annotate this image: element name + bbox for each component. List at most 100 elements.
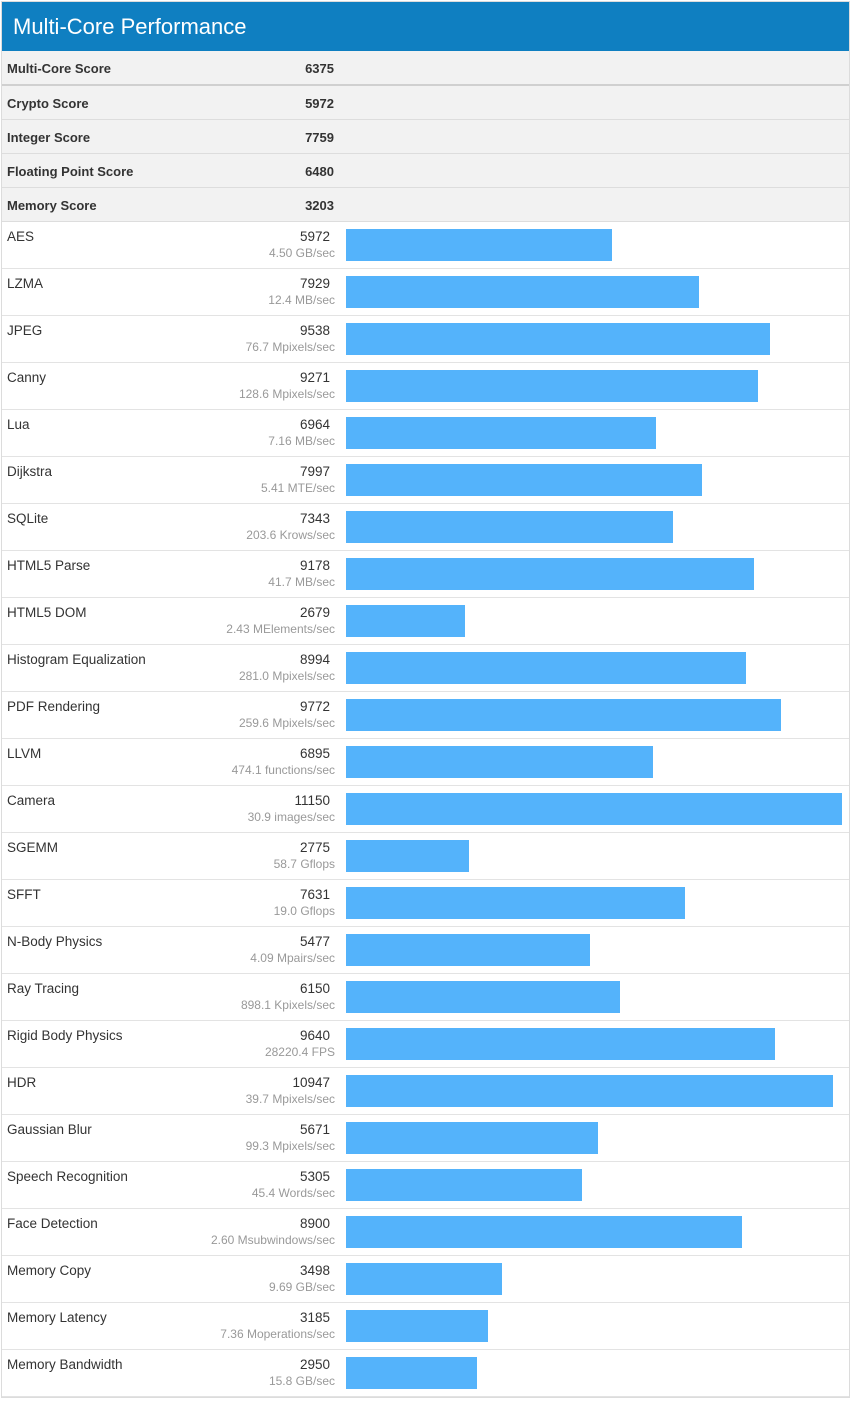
benchmark-rate: 28220.4 FPS: [264, 1045, 335, 1059]
benchmark-rate: 259.6 Mpixels/sec: [238, 716, 335, 730]
benchmark-rate: 39.7 Mpixels/sec: [245, 1092, 335, 1106]
benchmark-score: 10947: [292, 1075, 330, 1090]
summary-row: Integer Score 7759: [2, 120, 849, 154]
benchmark-score: 6964: [299, 417, 330, 432]
benchmark-score: 7343: [299, 511, 330, 526]
benchmark-rate: 4.50 GB/sec: [268, 246, 335, 260]
benchmark-score: 5305: [299, 1169, 330, 1184]
benchmark-name: Dijkstra: [7, 464, 53, 479]
benchmark-score: 5671: [299, 1122, 330, 1137]
benchmark-row: LLVM 6895 474.1 functions/sec: [2, 739, 849, 786]
benchmark-row: Speech Recognition 5305 45.4 Words/sec: [2, 1162, 849, 1209]
benchmark-name: HDR: [7, 1075, 37, 1090]
benchmark-row: Ray Tracing 6150 898.1 Kpixels/sec: [2, 974, 849, 1021]
benchmark-score: 9772: [299, 699, 330, 714]
benchmark-rate: 76.7 Mpixels/sec: [245, 340, 335, 354]
benchmark-score: 6150: [299, 981, 330, 996]
benchmark-row: LZMA 7929 12.4 MB/sec: [2, 269, 849, 316]
benchmark-bar: [346, 511, 673, 543]
benchmark-rate: 4.09 Mpairs/sec: [250, 951, 335, 965]
benchmark-bar: [346, 652, 746, 684]
benchmark-rate: 15.8 GB/sec: [268, 1374, 335, 1388]
benchmark-bar: [346, 981, 620, 1013]
benchmark-name: SFFT: [7, 887, 41, 902]
benchmark-rate: 203.6 Krows/sec: [246, 528, 335, 542]
benchmark-name: HTML5 Parse: [7, 558, 91, 573]
benchmark-name: LLVM: [7, 746, 42, 761]
benchmark-row: PDF Rendering 9772 259.6 Mpixels/sec: [2, 692, 849, 739]
benchmark-rate: 45.4 Words/sec: [251, 1186, 335, 1200]
benchmark-row: HDR 10947 39.7 Mpixels/sec: [2, 1068, 849, 1115]
benchmark-bar: [346, 840, 469, 872]
benchmark-bar: [346, 1122, 598, 1154]
benchmark-bar: [346, 276, 699, 308]
benchmark-name: HTML5 DOM: [7, 605, 87, 620]
benchmark-bar: [346, 1216, 742, 1248]
benchmark-row: SFFT 7631 19.0 Gflops: [2, 880, 849, 927]
benchmark-score: 9538: [299, 323, 330, 338]
summary-value: 5972: [305, 96, 334, 111]
benchmark-rate: 19.0 Gflops: [273, 904, 335, 918]
benchmark-row: Camera 11150 30.9 images/sec: [2, 786, 849, 833]
summary-label: Multi-Core Score: [7, 61, 112, 76]
benchmark-name: PDF Rendering: [7, 699, 101, 714]
benchmark-name: Ray Tracing: [7, 981, 80, 996]
benchmark-name: Lua: [7, 417, 30, 432]
benchmark-rate: 2.60 Msubwindows/sec: [210, 1233, 335, 1247]
benchmark-name: AES: [7, 229, 35, 244]
benchmark-rate: 474.1 functions/sec: [231, 763, 335, 777]
benchmark-score: 3185: [299, 1310, 330, 1325]
benchmark-score: 5477: [299, 934, 330, 949]
benchmark-name: Memory Latency: [7, 1310, 107, 1325]
benchmark-name: Camera: [7, 793, 56, 808]
benchmark-score: 6895: [299, 746, 330, 761]
benchmark-chart: AES 5972 4.50 GB/sec LZMA 7929 12.4 MB/sec JPE…: [2, 222, 849, 1397]
summary-value: 6375: [305, 61, 334, 76]
benchmark-row: SGEMM 2775 58.7 Gflops: [2, 833, 849, 880]
benchmark-score: 8994: [299, 652, 330, 667]
benchmark-name: Gaussian Blur: [7, 1122, 92, 1137]
benchmark-bar: [346, 934, 590, 966]
benchmark-row: SQLite 7343 203.6 Krows/sec: [2, 504, 849, 551]
benchmark-bar: [346, 699, 781, 731]
benchmark-rate: 41.7 MB/sec: [268, 575, 335, 589]
benchmark-score: 7631: [299, 887, 330, 902]
benchmark-bar: [346, 793, 842, 825]
summary-value: 3203: [305, 198, 334, 213]
benchmark-rate: 9.69 GB/sec: [268, 1280, 335, 1294]
benchmark-bar: [346, 417, 656, 449]
benchmark-name: Face Detection: [7, 1216, 98, 1231]
benchmark-bar: [346, 1263, 502, 1295]
benchmark-score: 5972: [299, 229, 330, 244]
benchmark-score: 9640: [299, 1028, 330, 1043]
benchmark-row: AES 5972 4.50 GB/sec: [2, 222, 849, 269]
benchmark-row: Memory Latency 3185 7.36 Moperations/sec: [2, 1303, 849, 1350]
benchmark-row: Rigid Body Physics 9640 28220.4 FPS: [2, 1021, 849, 1068]
benchmark-row: Lua 6964 7.16 MB/sec: [2, 410, 849, 457]
benchmark-row: Dijkstra 7997 5.41 MTE/sec: [2, 457, 849, 504]
benchmark-name: JPEG: [7, 323, 43, 338]
benchmark-name: Memory Bandwidth: [7, 1357, 123, 1372]
benchmark-bar: [346, 746, 653, 778]
benchmark-row: Face Detection 8900 2.60 Msubwindows/sec: [2, 1209, 849, 1256]
benchmark-rate: 58.7 Gflops: [273, 857, 335, 871]
benchmark-bar: [346, 605, 465, 637]
summary-label: Crypto Score: [7, 96, 89, 111]
benchmark-name: Memory Copy: [7, 1263, 92, 1278]
benchmark-rate: 5.41 MTE/sec: [260, 481, 335, 495]
summary-value: 6480: [305, 164, 334, 179]
benchmark-row: JPEG 9538 76.7 Mpixels/sec: [2, 316, 849, 363]
benchmark-score: 2679: [299, 605, 330, 620]
benchmark-score: 7997: [299, 464, 330, 479]
benchmark-score: 2775: [299, 840, 330, 855]
benchmark-row: N-Body Physics 5477 4.09 Mpairs/sec: [2, 927, 849, 974]
benchmark-score: 7929: [299, 276, 330, 291]
benchmark-name: N-Body Physics: [7, 934, 103, 949]
benchmark-rate: 2.43 MElements/sec: [226, 622, 335, 636]
benchmark-rate: 898.1 Kpixels/sec: [240, 998, 335, 1012]
summary-row: Floating Point Score 6480: [2, 154, 849, 188]
benchmark-rate: 7.16 MB/sec: [268, 434, 335, 448]
benchmark-score: 11150: [294, 793, 330, 808]
summary-row: Multi-Core Score 6375: [2, 51, 849, 86]
